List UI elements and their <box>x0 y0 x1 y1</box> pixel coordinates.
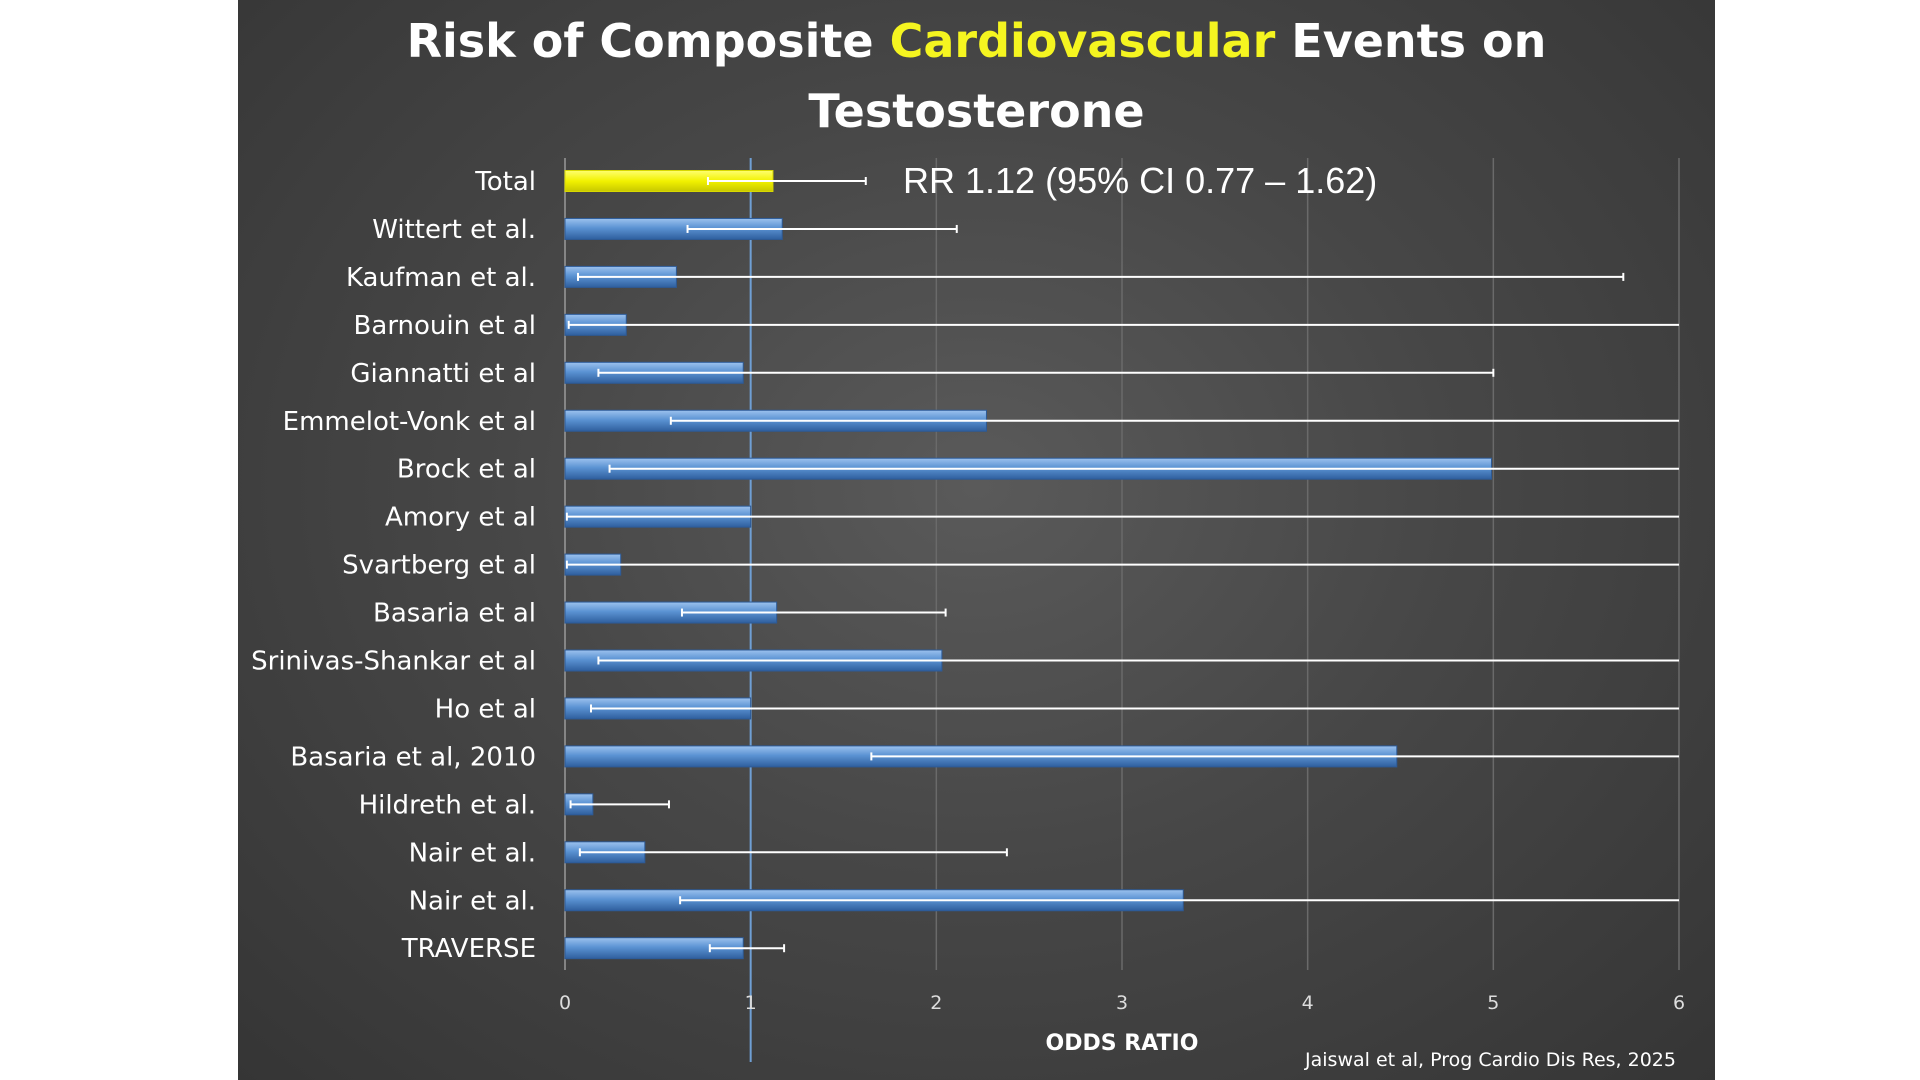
category-label: Giannatti et al <box>350 359 536 389</box>
category-label: Svartberg et al <box>342 551 536 581</box>
category-label-layer: Total Wittert et al. Kaufman et al. Barnoui… <box>251 167 536 964</box>
title-line-2: Testosterone <box>808 84 1145 138</box>
category-label: Total <box>474 167 536 197</box>
category-label: Wittert et al. <box>372 215 536 245</box>
x-tick-label: 6 <box>1673 992 1685 1014</box>
slide: Risk of Composite Cardiovascular Events … <box>238 0 1715 1080</box>
category-label: Brock et al <box>397 455 536 485</box>
total-rr-annotation: RR 1.12 (95% CI 0.77 – 1.62) <box>903 160 1377 201</box>
category-label: Ho et al <box>435 694 536 724</box>
title-line-1: Risk of Composite Cardiovascular Events … <box>238 6 1715 76</box>
x-tick-label: 3 <box>1116 992 1128 1014</box>
x-tick-label: 4 <box>1302 992 1314 1014</box>
category-label: Nair et al. <box>409 886 536 916</box>
forest-bar-chart: Total Wittert et al. Kaufman et al. Barnoui… <box>251 158 1685 1071</box>
category-label: Basaria et al <box>373 599 536 629</box>
category-label: Srinivas-Shankar et al <box>251 647 536 677</box>
x-tick-label: 1 <box>745 992 757 1014</box>
category-label: Nair et al. <box>409 838 536 868</box>
title-highlight: Cardiovascular <box>889 14 1276 68</box>
title-part-2: Events on <box>1275 14 1547 68</box>
tick-label-layer: 0 1 2 3 4 5 6 <box>559 992 1685 1014</box>
category-label: Basaria et al, 2010 <box>290 742 536 772</box>
category-label: TRAVERSE <box>401 934 536 964</box>
citation: Jaiswal et al, Prog Cardio Dis Res, 2025 <box>1304 1049 1676 1071</box>
x-tick-label: 5 <box>1487 992 1499 1014</box>
category-label: Barnouin et al <box>354 311 536 341</box>
category-label: Emmelot-Vonk et al <box>283 407 536 437</box>
x-tick-label: 2 <box>930 992 942 1014</box>
error-bar-layer <box>565 177 1679 953</box>
category-label: Hildreth et al. <box>359 790 536 820</box>
category-label: Amory et al <box>385 503 536 533</box>
x-tick-label: 0 <box>559 992 571 1014</box>
title-part-1: Risk of Composite <box>406 14 890 68</box>
category-label: Kaufman et al. <box>346 263 536 293</box>
x-axis-title: ODDS RATIO <box>1046 1031 1199 1056</box>
chart-title: Risk of Composite Cardiovascular Events … <box>238 6 1715 146</box>
